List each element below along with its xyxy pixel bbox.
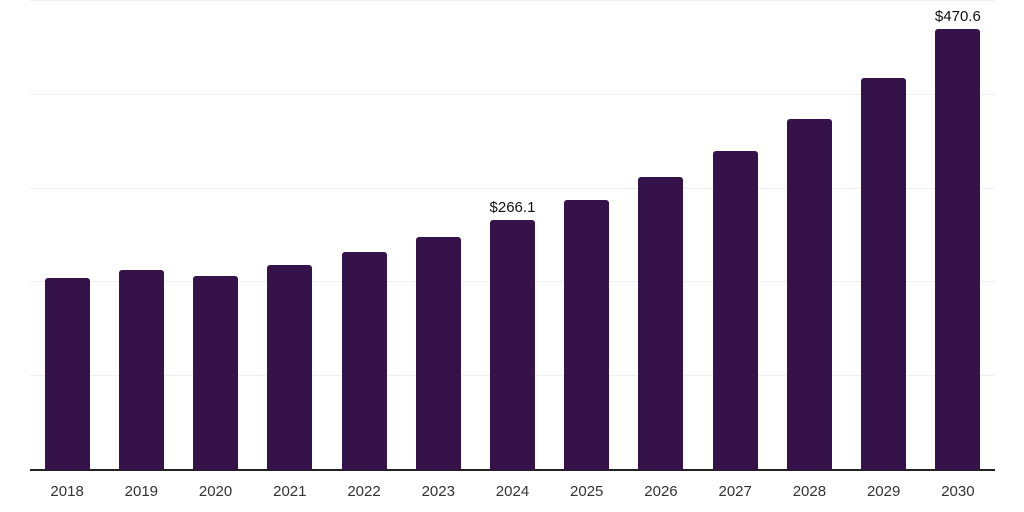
bar-column-2026 xyxy=(624,177,698,470)
bar-column-2022 xyxy=(327,252,401,470)
bar-column-2023 xyxy=(401,237,475,470)
bar-2020 xyxy=(193,276,239,470)
x-tick-label-2023: 2023 xyxy=(421,483,455,500)
x-axis: 2018 2019 2020 2021 2022 2023 2024 2025 2026 2027… xyxy=(30,482,995,504)
bar-2028 xyxy=(786,119,832,470)
bar-2029 xyxy=(861,78,907,470)
gridline-400 xyxy=(30,93,995,95)
bar-2024 xyxy=(489,220,535,470)
bar-column-2018 xyxy=(30,277,104,470)
x-tick-label-2026: 2026 xyxy=(644,483,678,500)
x-tick-label-2028: 2028 xyxy=(792,483,827,500)
bar-2027 xyxy=(712,151,758,470)
gridline-500 xyxy=(30,0,995,1)
bar-column-2030: $470.6 xyxy=(921,9,995,470)
x-tick-label-2024: 2024 xyxy=(495,483,530,500)
x-tick-label-2018: 2018 xyxy=(50,483,84,500)
bar-2022 xyxy=(341,252,387,470)
bar-column-2029 xyxy=(847,78,921,470)
bar-2030 xyxy=(935,28,981,470)
bar-2026 xyxy=(638,177,684,470)
bar-column-2021 xyxy=(253,265,327,470)
bar-column-2024: $266.1 xyxy=(475,200,549,470)
plot-area: $266.1 $470.6 xyxy=(30,0,995,471)
x-tick-label-2019: 2019 xyxy=(124,483,159,500)
bar-2023 xyxy=(415,237,461,470)
x-tick-label-2021: 2021 xyxy=(273,483,307,500)
gridline-300 xyxy=(30,187,995,189)
x-tick-label-2027: 2027 xyxy=(718,483,752,500)
x-tick-label-2030: 2030 xyxy=(941,483,975,500)
x-tick-label-2020: 2020 xyxy=(198,483,233,500)
bar-column-2019 xyxy=(104,270,178,470)
bar-value-label-2030: $470.6 xyxy=(934,7,981,25)
bar-column-2028 xyxy=(772,119,846,470)
bar-value-label-2024: $266.1 xyxy=(489,199,536,217)
bar-column-2025 xyxy=(550,200,624,470)
x-tick-label-2022: 2022 xyxy=(347,483,381,500)
bar-2025 xyxy=(564,200,610,470)
bar-column-2020 xyxy=(178,276,252,470)
x-tick-label-2025: 2025 xyxy=(570,483,604,500)
bar-2019 xyxy=(118,270,164,470)
x-axis-line xyxy=(30,469,995,471)
bar-2018 xyxy=(44,277,90,470)
bar-column-2027 xyxy=(698,151,772,470)
x-tick-label-2029: 2029 xyxy=(866,483,901,500)
bar-2021 xyxy=(267,265,313,470)
